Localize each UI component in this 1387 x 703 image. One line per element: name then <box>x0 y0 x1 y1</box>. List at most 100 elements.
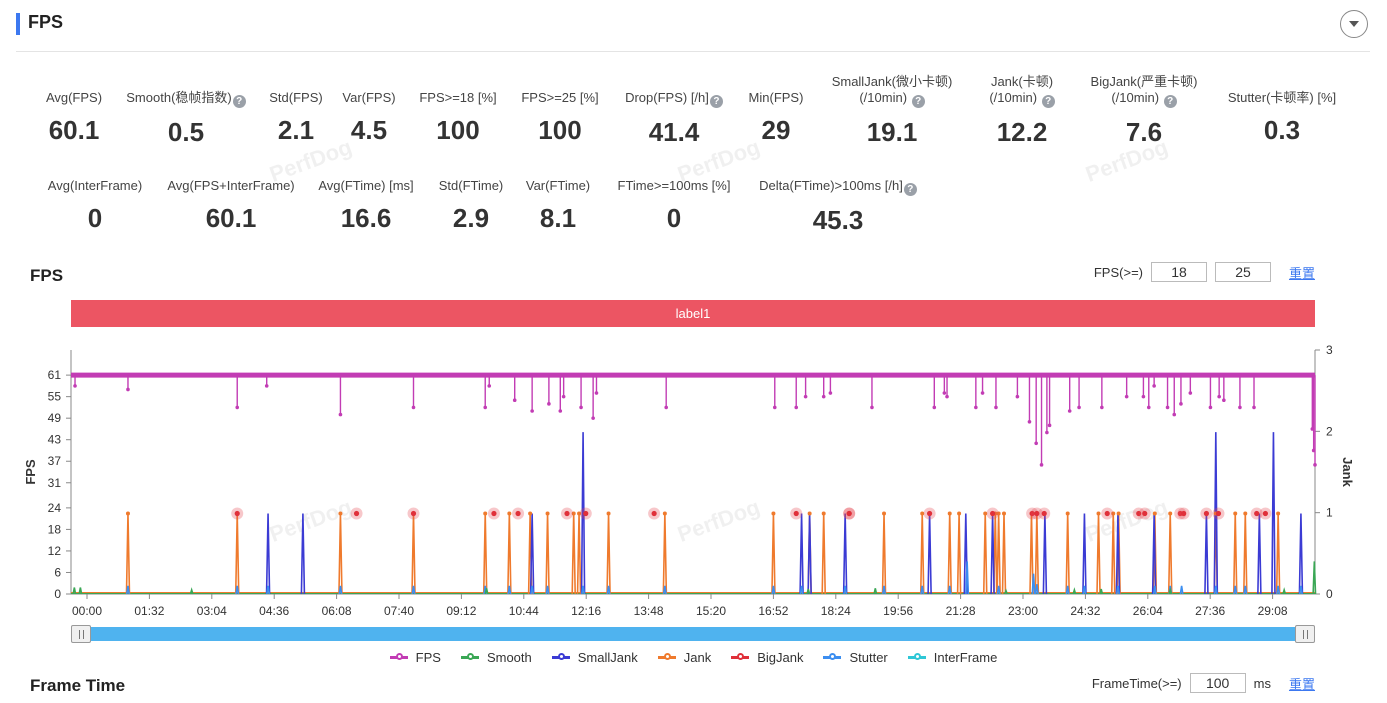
jank-spike <box>982 513 988 595</box>
fps-drop-point <box>530 409 534 413</box>
fps-drop-point <box>794 405 799 410</box>
stat-label: Jank(卡顿) (/10min) ? <box>989 74 1055 108</box>
slider-right-handle[interactable] <box>1295 625 1315 643</box>
fps-drop-point <box>594 391 599 395</box>
smalljank-spike <box>1271 432 1276 595</box>
stat-label: Delta(FTime)>100ms [/h]? <box>748 178 928 196</box>
jank-point <box>571 511 576 516</box>
legend-item[interactable]: Jank <box>657 650 712 665</box>
jank-spike <box>576 513 582 595</box>
stutter-spike <box>125 585 130 595</box>
jank-spike <box>771 513 776 595</box>
stutter-spike <box>411 585 416 595</box>
bigjank-point <box>353 510 360 517</box>
stutter-spike <box>581 585 586 595</box>
stat-label: BigJank(严重卡顿) (/10min) ? <box>1090 74 1198 108</box>
smalljank-spike <box>1082 513 1087 595</box>
smalljank-spike <box>990 513 995 595</box>
jank-point <box>662 511 667 516</box>
stutter-spike <box>266 585 271 595</box>
bigjank-point <box>1041 510 1047 517</box>
help-icon[interactable]: ? <box>1163 95 1177 108</box>
legend-label: Jank <box>683 650 712 665</box>
slider-left-handle[interactable] <box>71 625 91 643</box>
jank-point <box>821 511 826 516</box>
stutter-spike <box>1031 573 1036 595</box>
legend-item[interactable]: Stutter <box>823 650 888 665</box>
smalljank-spike <box>799 513 804 595</box>
time-range-slider[interactable] <box>71 624 1315 646</box>
y-tick-label: 18 <box>48 522 62 536</box>
fps-drop-point <box>803 394 808 399</box>
legend-item[interactable]: FPS <box>389 650 441 665</box>
bigjank-point <box>1181 510 1187 517</box>
help-icon[interactable]: ? <box>903 183 917 196</box>
fps-drop-point <box>1045 430 1049 435</box>
stat-value: 60.1 <box>205 203 257 233</box>
fps-drop-point <box>487 384 492 388</box>
row1-stat: SmallJank(微小卡顿) (/10min) ? 19.1 <box>802 74 982 147</box>
legend-item[interactable]: Smooth <box>460 650 532 665</box>
fps-threshold-2-input[interactable] <box>1214 262 1271 282</box>
fps-drop-point <box>73 384 77 388</box>
stutter-spike <box>947 585 952 595</box>
slider-track[interactable] <box>81 627 1305 641</box>
bigjank-point <box>1254 510 1260 517</box>
jank-spike <box>956 513 962 595</box>
help-icon[interactable]: ? <box>709 95 723 108</box>
fps-threshold-controls: FPS(>=) 重置 <box>1094 262 1315 282</box>
jank-point <box>1096 511 1101 516</box>
jank-point <box>983 511 988 516</box>
frametime-reset-link[interactable]: 重置 <box>1288 676 1315 692</box>
fps-drop-point <box>1208 405 1213 410</box>
fps-chart-title: FPS <box>30 266 64 285</box>
legend-item[interactable]: SmallJank <box>551 650 638 665</box>
legend-item[interactable]: BigJank <box>731 650 803 665</box>
jank-spike <box>1096 513 1101 595</box>
stat-value: 4.5 <box>350 115 388 145</box>
fps-drop-point <box>994 405 998 410</box>
collapse-button[interactable] <box>1340 10 1368 38</box>
x-tick-label: 01:32 <box>134 604 164 618</box>
stat-value: 2.9 <box>452 203 490 233</box>
y-tick-label: 12 <box>48 544 62 558</box>
fps-drop-point <box>512 398 517 403</box>
bigjank-point <box>1215 510 1222 517</box>
stat-value: 0.5 <box>167 117 205 147</box>
stat-label: FPS>=18 [%] <box>419 90 497 105</box>
smalljank-spike <box>927 513 932 595</box>
jank-point <box>807 511 812 516</box>
stutter-spike <box>338 585 343 595</box>
stat-label: Var(FPS) <box>342 90 396 105</box>
fps-drop-point <box>264 384 269 388</box>
fps-drop-point <box>1222 398 1226 403</box>
smooth-spike <box>189 587 194 595</box>
row1-stat: BigJank(严重卡顿) (/10min) ? 7.6 <box>1054 74 1234 147</box>
stat-label: Std(FPS) <box>269 90 323 105</box>
stutter-spike <box>1179 585 1184 595</box>
jank-point <box>483 511 488 516</box>
help-icon[interactable]: ? <box>1041 95 1055 108</box>
x-tick-label: 00:00 <box>72 604 102 618</box>
fps-drop-point <box>483 405 488 410</box>
frametime-chart-title: Frame Time <box>30 676 126 695</box>
help-icon[interactable]: ? <box>911 95 925 108</box>
stat-label: Var(FTime) <box>525 178 591 193</box>
smooth-spike <box>1004 588 1008 595</box>
legend-swatch-icon <box>907 653 926 660</box>
legend-swatch-icon <box>823 653 842 660</box>
jank-point <box>507 511 512 516</box>
stutter-spike <box>1034 584 1039 595</box>
label-bar[interactable]: label1 <box>71 300 1315 327</box>
stat-label: Avg(FPS) <box>45 90 103 105</box>
help-icon[interactable]: ? <box>232 95 246 108</box>
fps-drop-point <box>772 405 777 410</box>
legend-item[interactable]: InterFrame <box>907 650 997 665</box>
fps-drop-point <box>1027 419 1032 424</box>
row2-stat: Delta(FTime)>100ms [/h]? 45.3 <box>748 178 928 235</box>
frametime-threshold-input[interactable] <box>1189 673 1246 693</box>
fps-threshold-1-input[interactable] <box>1150 262 1207 282</box>
fps-reset-link[interactable]: 重置 <box>1288 265 1315 281</box>
jank-point <box>947 511 952 516</box>
